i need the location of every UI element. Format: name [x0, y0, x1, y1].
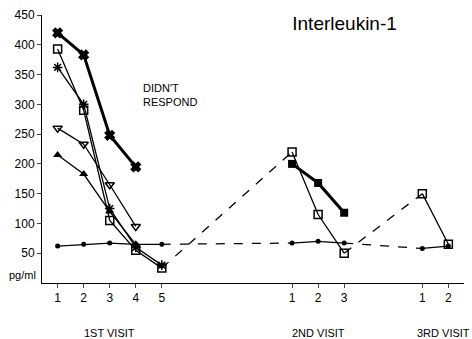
svg-text:Interleukin-1: Interleukin-1 — [292, 13, 397, 34]
svg-text:100: 100 — [15, 217, 35, 231]
svg-text:250: 250 — [15, 127, 35, 141]
svg-text:450: 450 — [15, 8, 35, 22]
svg-text:2: 2 — [445, 291, 452, 305]
svg-text:400: 400 — [15, 38, 35, 52]
svg-text:1: 1 — [54, 291, 61, 305]
svg-text:1: 1 — [419, 291, 426, 305]
svg-text:2: 2 — [315, 291, 322, 305]
svg-text:350: 350 — [15, 68, 35, 82]
svg-text:pg/ml: pg/ml — [9, 269, 36, 281]
svg-text:300: 300 — [15, 98, 35, 112]
svg-text:2: 2 — [80, 291, 87, 305]
svg-text:4: 4 — [132, 291, 139, 305]
svg-text:200: 200 — [15, 157, 35, 171]
svg-text:1: 1 — [289, 291, 296, 305]
svg-text:150: 150 — [15, 187, 35, 201]
svg-text:3: 3 — [106, 291, 113, 305]
svg-text:DIDN'TRESPOND: DIDN'TRESPOND — [143, 82, 197, 108]
svg-text:5: 5 — [158, 291, 165, 305]
svg-text:1ST VISIT: 1ST VISIT — [84, 327, 135, 339]
svg-text:2ND VISIT: 2ND VISIT — [292, 327, 345, 339]
svg-text:3: 3 — [341, 291, 348, 305]
svg-text:3RD VISIT: 3RD VISIT — [417, 327, 470, 339]
svg-text:50: 50 — [21, 246, 35, 260]
